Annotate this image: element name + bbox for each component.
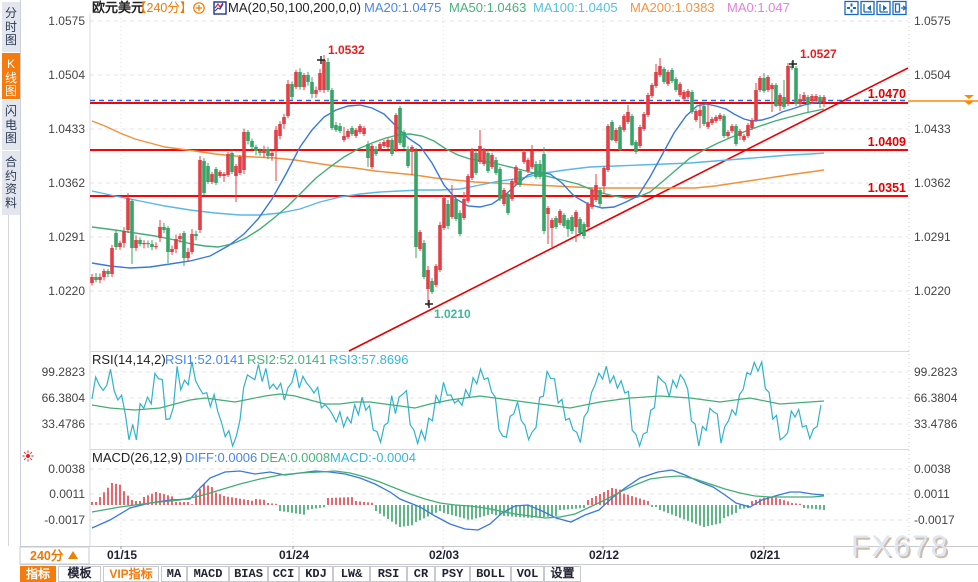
svg-text:欧元美元: 欧元美元 [92, 0, 144, 15]
svg-text:1.0527: 1.0527 [800, 47, 837, 61]
svg-text:0.0038: 0.0038 [914, 462, 951, 476]
svg-text:-0.0017: -0.0017 [914, 513, 955, 527]
svg-text:1.0532: 1.0532 [328, 43, 365, 57]
svg-text:1.0409: 1.0409 [868, 135, 906, 149]
svg-text:1.0362: 1.0362 [48, 176, 85, 190]
svg-text:02/03: 02/03 [429, 548, 459, 562]
svg-text:DEA:0.0008: DEA:0.0008 [260, 450, 330, 465]
svg-text:0.0011: 0.0011 [49, 487, 85, 501]
svg-text:99.2823: 99.2823 [914, 365, 958, 379]
svg-text:-0.0017: -0.0017 [44, 513, 85, 527]
svg-text:RSI1:52.0141: RSI1:52.0141 [165, 352, 245, 367]
svg-text:02/21: 02/21 [750, 548, 780, 562]
svg-text:1.0433: 1.0433 [48, 122, 85, 136]
svg-text:33.4786: 33.4786 [42, 417, 86, 431]
svg-text:MA0:1.047: MA0:1.047 [727, 0, 790, 15]
svg-text:1.0210: 1.0210 [434, 307, 471, 321]
svg-text:01/15: 01/15 [107, 548, 137, 562]
svg-text:1.0291: 1.0291 [48, 230, 85, 244]
svg-text:FX678: FX678 [851, 530, 949, 563]
svg-text:1.0362: 1.0362 [914, 176, 951, 190]
svg-text:1.0504: 1.0504 [914, 68, 951, 82]
svg-text:RSI(14,14,2): RSI(14,14,2) [92, 352, 166, 367]
svg-text:【240分】: 【240分】 [134, 1, 192, 15]
svg-text:DIFF:0.0006: DIFF:0.0006 [185, 450, 257, 465]
svg-text:02/12: 02/12 [589, 548, 619, 562]
svg-text:1.0433: 1.0433 [914, 122, 951, 136]
svg-text:1.0470: 1.0470 [868, 87, 906, 101]
svg-text:0.0038: 0.0038 [48, 462, 85, 476]
svg-text:66.3804: 66.3804 [914, 391, 958, 405]
svg-text:RSI3:57.8696: RSI3:57.8696 [329, 352, 409, 367]
svg-text:01/24: 01/24 [279, 548, 309, 562]
svg-text:MA200:1.0383: MA200:1.0383 [630, 0, 715, 15]
svg-text:MACD(26,12,9): MACD(26,12,9) [92, 450, 182, 465]
svg-text:1.0220: 1.0220 [914, 284, 951, 298]
svg-text:33.4786: 33.4786 [914, 417, 958, 431]
svg-text:1.0575: 1.0575 [914, 14, 951, 28]
svg-text:0.0011: 0.0011 [914, 487, 950, 501]
svg-text:FX678: FX678 [853, 532, 951, 565]
svg-text:MA(20,50,100,200,0,0): MA(20,50,100,200,0,0) [228, 0, 361, 15]
svg-text:1.0220: 1.0220 [48, 284, 85, 298]
svg-text:240分: 240分 [30, 548, 64, 563]
svg-text:MA20:1.0475: MA20:1.0475 [364, 0, 441, 15]
svg-text:1.0575: 1.0575 [48, 14, 85, 28]
svg-text:66.3804: 66.3804 [42, 391, 86, 405]
svg-text:RSI2:52.0141: RSI2:52.0141 [247, 352, 327, 367]
svg-text:MA50:1.0463: MA50:1.0463 [449, 0, 526, 15]
svg-text:99.2823: 99.2823 [42, 365, 86, 379]
svg-text:1.0351: 1.0351 [868, 181, 906, 195]
svg-text:MA100:1.0405: MA100:1.0405 [533, 0, 618, 15]
svg-text:1.0504: 1.0504 [48, 68, 85, 82]
svg-text:MACD:-0.0004: MACD:-0.0004 [330, 450, 416, 465]
svg-text:1.0291: 1.0291 [914, 230, 951, 244]
